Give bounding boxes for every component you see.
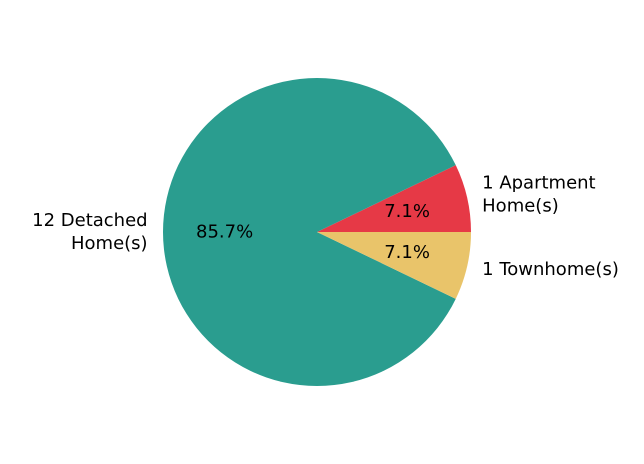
slice-pct-1: 85.7% <box>196 222 253 243</box>
slice-pct-2: 7.1% <box>384 242 430 263</box>
slice-label-line: 1 Apartment <box>482 172 595 193</box>
pie-slice-0 <box>317 165 471 232</box>
slice-label-0: 1 Apartment Home(s) <box>482 172 595 216</box>
slice-label-line: 1 Townhome(s) <box>482 259 619 280</box>
slice-label-line: Home(s) <box>482 195 559 216</box>
slice-label-line: 12 Detached <box>32 210 147 231</box>
pie-slice-1 <box>163 77 456 386</box>
pie-slices <box>163 77 471 386</box>
slice-label-2: 1 Townhome(s) <box>482 259 619 280</box>
slice-label-line: Home(s) <box>71 233 148 254</box>
slice-pct-0: 7.1% <box>384 201 430 222</box>
pie-labels: 1 Apartment Home(s)7.1%12 Detached Home(s)… <box>32 172 619 280</box>
slice-label-1: 12 Detached Home(s) <box>32 210 147 254</box>
pie-slice-2 <box>317 232 471 299</box>
